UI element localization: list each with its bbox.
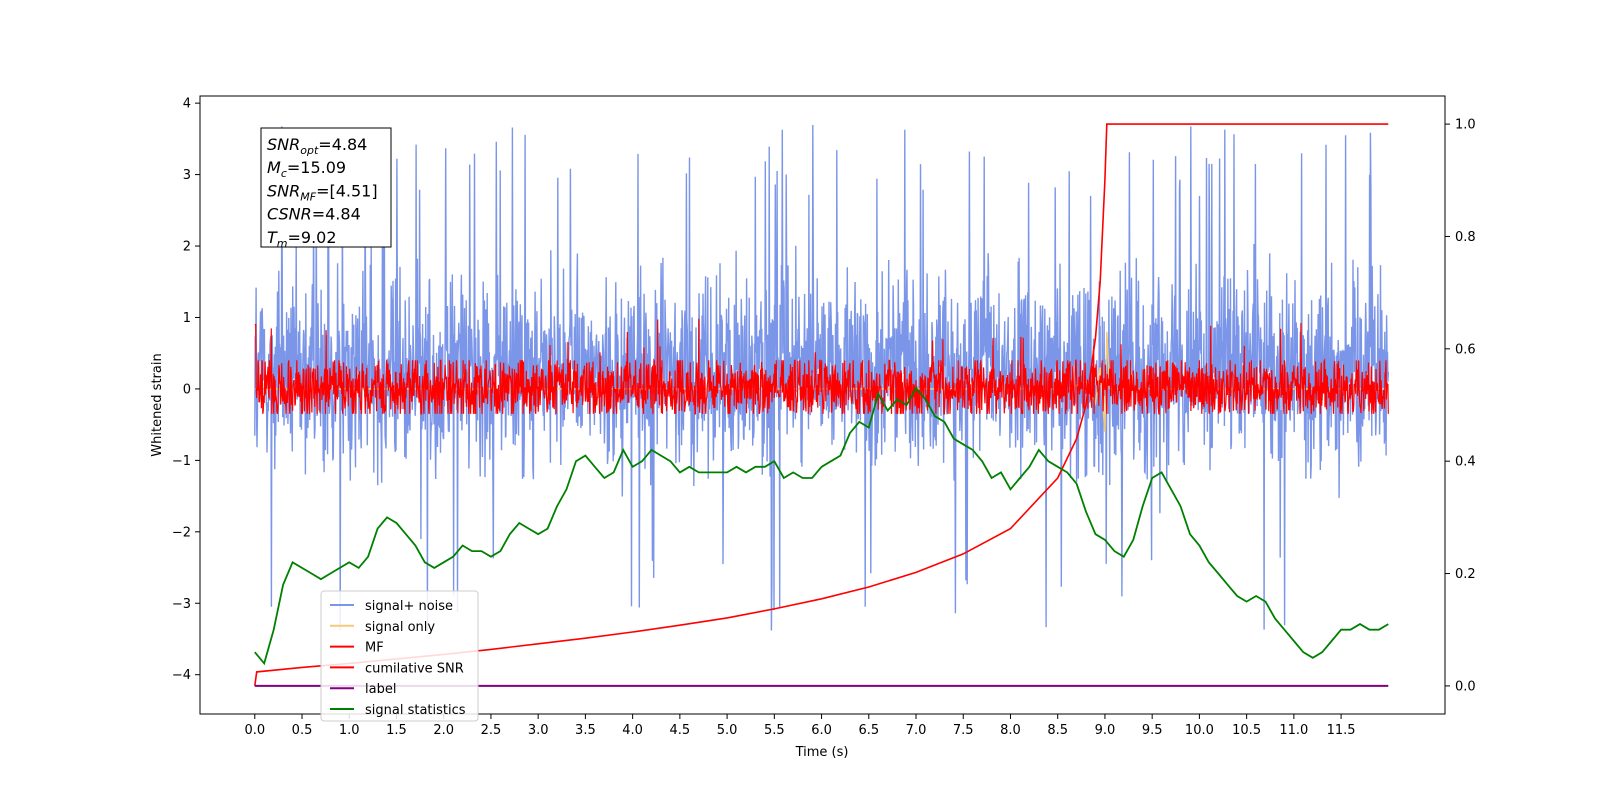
y-tick-label: 2 bbox=[183, 240, 191, 255]
y2-tick-label: 0.8 bbox=[1455, 230, 1476, 245]
x-tick-label: 3.0 bbox=[528, 723, 549, 738]
x-tick-label: 11.0 bbox=[1279, 723, 1308, 738]
x-tick-label: 7.5 bbox=[953, 723, 974, 738]
x-tick-label: 0.0 bbox=[244, 723, 265, 738]
y-tick-label: 0 bbox=[183, 382, 191, 397]
x-tick-label: 2.5 bbox=[481, 723, 502, 738]
y-axis-right: 1.0 0.8 0.6 0.4 0.2 0.0 bbox=[1445, 118, 1476, 694]
legend-entry: MF bbox=[365, 641, 384, 656]
annotation-line: Mc=15.09 bbox=[267, 158, 346, 180]
x-tick-label: 4.0 bbox=[622, 723, 643, 738]
x-tick-label: 11.5 bbox=[1327, 723, 1356, 738]
x-tick-label: 1.0 bbox=[339, 723, 360, 738]
annotation-line: Tm=9.02 bbox=[267, 228, 337, 250]
y-tick-label: −2 bbox=[172, 525, 191, 540]
y-tick-label: 1 bbox=[183, 311, 191, 326]
annotation-box bbox=[260, 127, 392, 248]
x-tick-label: 6.0 bbox=[811, 723, 832, 738]
x-tick-label: 1.5 bbox=[386, 723, 407, 738]
x-tick-label: 7.0 bbox=[906, 723, 927, 738]
legend-entry: label bbox=[365, 682, 396, 697]
y-tick-label: −1 bbox=[172, 454, 191, 469]
y-tick-label: −3 bbox=[172, 597, 191, 612]
y-tick-label: −4 bbox=[172, 668, 191, 683]
y2-tick-label: 0.6 bbox=[1455, 342, 1476, 357]
series-mf bbox=[254, 318, 1389, 415]
annotation-line: CSNR=4.84 bbox=[267, 205, 361, 224]
x-tick-label: 10.5 bbox=[1232, 723, 1261, 738]
legend-entry: signal statistics bbox=[365, 703, 466, 718]
x-tick-label: 3.5 bbox=[575, 723, 596, 738]
series-signal-statistics bbox=[254, 386, 1389, 666]
y-axis-left: 4 3 2 1 0 −1 −2 −3 −4 bbox=[172, 97, 200, 683]
legend: signal+ noise signal only MF cumilative SNR… bbox=[320, 590, 479, 722]
legend-frame bbox=[320, 590, 479, 722]
y-tick-label: 3 bbox=[183, 168, 191, 183]
x-axis-label: Time (s) bbox=[795, 745, 849, 760]
x-tick-label: 8.5 bbox=[1047, 723, 1068, 738]
series-signal-noise bbox=[254, 124, 1389, 632]
y2-tick-label: 1.0 bbox=[1455, 118, 1476, 133]
x-tick-label: 5.5 bbox=[764, 723, 785, 738]
y-axis-label: Whitened strain bbox=[150, 353, 165, 456]
axes-frame bbox=[199, 95, 1446, 715]
x-tick-label: 4.5 bbox=[670, 723, 691, 738]
y2-tick-label: 0.0 bbox=[1455, 679, 1476, 694]
legend-entry: signal+ noise bbox=[365, 599, 453, 614]
y2-tick-label: 0.2 bbox=[1455, 567, 1476, 582]
annotation-line: SNRopt=4.84 bbox=[267, 135, 367, 157]
x-tick-label: 5.0 bbox=[717, 723, 738, 738]
x-axis: 0.0 0.5 1.0 1.5 2.0 2.5 3.0 3.5 4.0 4.5 5.0 5.5 6.0 6… bbox=[244, 714, 1356, 738]
x-tick-label: 9.5 bbox=[1142, 723, 1163, 738]
x-tick-label: 6.5 bbox=[858, 723, 879, 738]
legend-entry: signal only bbox=[365, 620, 435, 635]
legend-entry: cumilative SNR bbox=[365, 661, 464, 676]
x-tick-label: 0.5 bbox=[292, 723, 313, 738]
y-tick-label: 4 bbox=[183, 97, 191, 112]
x-tick-label: 2.0 bbox=[433, 723, 454, 738]
annotation-line: SNRMF=[4.51] bbox=[267, 181, 378, 203]
x-tick-label: 8.0 bbox=[1000, 723, 1021, 738]
x-tick-label: 9.0 bbox=[1095, 723, 1116, 738]
y2-tick-label: 0.4 bbox=[1455, 455, 1476, 470]
x-tick-label: 10.0 bbox=[1185, 723, 1214, 738]
